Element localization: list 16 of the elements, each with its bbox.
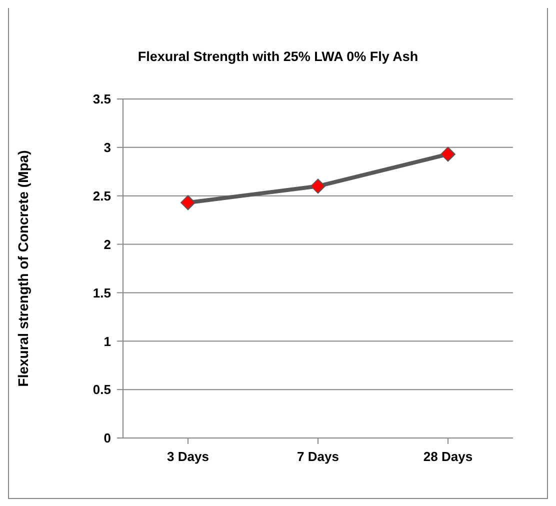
y-tick-label: 3.5 [92,92,111,107]
point [180,195,196,210]
x-tick-label: 28 Days [423,449,473,464]
point [440,146,456,162]
y-tick-label: 1 [104,334,111,349]
y-tick-label: 2.5 [92,188,111,204]
y-tick-label: 3 [104,140,111,156]
chart-title: Flexural Strength with 25% LWA 0% Fly Ash [136,49,420,64]
y-tick-label: 2 [104,236,111,252]
y-tick-label: 0.5 [92,382,111,398]
y-axis-title: Flexural strength of Concrete (Mpa) [14,150,31,387]
x-tick-label: 7 Days [297,449,339,464]
x-tick-label: 3 Days [167,449,209,464]
point [310,178,326,194]
y-tick-label: 0 [104,430,111,446]
y-tick-label: 1.5 [92,285,111,300]
